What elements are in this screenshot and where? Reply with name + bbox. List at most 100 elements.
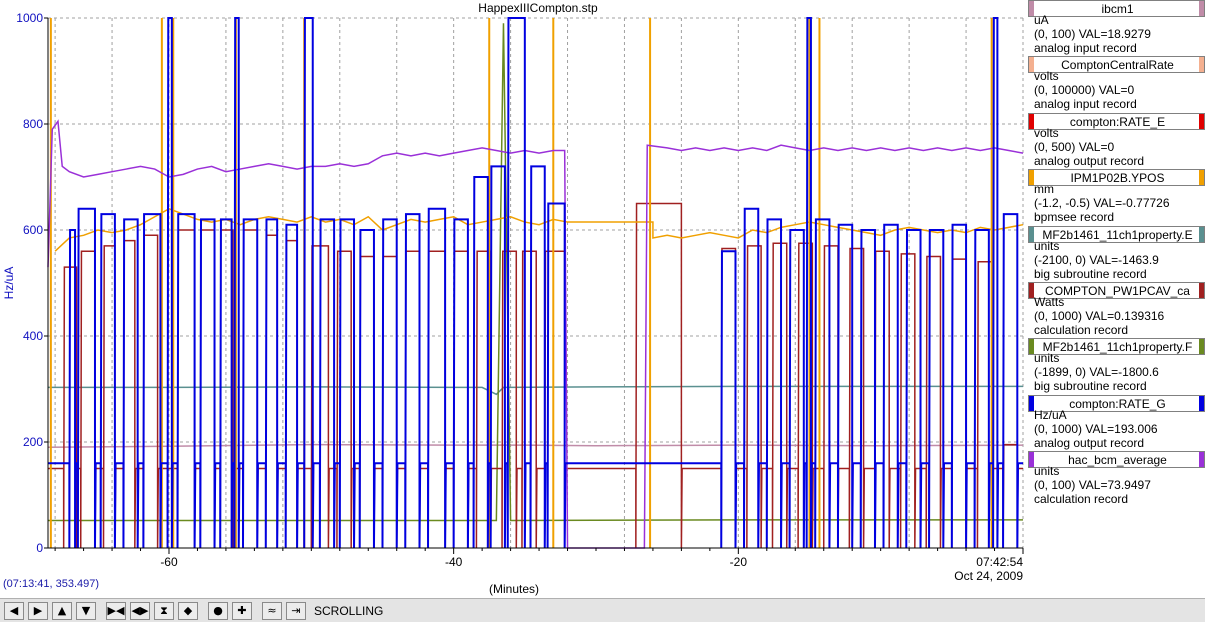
legend-record-type: analog output record (1034, 435, 1145, 450)
legend-series-name: COMPTON_PW1PCAV_ca (1045, 284, 1190, 298)
legend-swatch[interactable]: ComptonCentralRate (1028, 56, 1205, 74)
legend-color-bar (1029, 113, 1034, 129)
arrow-down-button[interactable]: ▼ (76, 602, 96, 620)
legend-units: volts (1034, 69, 1059, 84)
legend-entry[interactable]: IPM1P02B.YPOS mm (-1.2, -0.5) VAL=-0.77726… (1028, 169, 1205, 225)
zoom-out-vertical-button[interactable]: ◆ (178, 602, 198, 620)
legend-record-type: analog output record (1034, 153, 1145, 168)
legend-swatch[interactable]: hac_bcm_average (1028, 451, 1205, 469)
legend-range-value: (-1.2, -0.5) VAL=-0.77726 (1034, 196, 1170, 211)
legend-swatch[interactable]: compton:RATE_G (1028, 394, 1205, 412)
legend-units: units (1034, 351, 1060, 366)
arrow-up-icon: ▲ (57, 604, 67, 617)
zoom-out-horizontal-button[interactable]: ◀▶ (130, 602, 150, 620)
scroll-to-end-icon: ⇥ (291, 604, 301, 617)
series-compton-rate-g (48, 17, 1023, 549)
scroll-mode-status: SCROLLING (314, 604, 384, 618)
legend-range-value: (-2100, 0) VAL=-1463.9 (1034, 252, 1159, 267)
legend-units: units (1034, 238, 1060, 253)
autoscale-icon: ≈ (267, 604, 277, 617)
legend-range-value: (0, 100) VAL=18.9279 (1034, 27, 1151, 41)
arrow-down-icon: ▼ (81, 604, 91, 617)
legend-swatch[interactable]: MF2b1461_11ch1property.E (1028, 225, 1205, 243)
legend-record-type: calculation record (1034, 492, 1129, 507)
x-axis-end-time: 07:42:54 (976, 555, 1023, 569)
y-axis-label: Hz/uA (2, 267, 16, 300)
legend-color-bar (1199, 283, 1204, 298)
legend-color-bar (1199, 452, 1204, 468)
add-button[interactable]: ✚ (232, 602, 252, 620)
legend-color-bar (1199, 170, 1204, 186)
legend-color-bar (1029, 283, 1034, 298)
series-mf2b1461-11ch1property-e (48, 385, 1023, 396)
cursor-readout: (07:13:41, 353.497) (3, 578, 100, 590)
y-tick-label: 800 (23, 117, 43, 131)
legend-color-bar (1029, 339, 1034, 355)
legend-color-bar (1029, 1, 1034, 16)
y-tick-label: 200 (23, 435, 43, 449)
legend-range-value: (0, 100000) VAL=0 (1034, 83, 1135, 98)
legend-color-bar (1199, 339, 1204, 355)
legend-series-name: hac_bcm_average (1068, 453, 1167, 468)
legend-range-value: (0, 500) VAL=0 (1034, 139, 1115, 154)
arrow-left-icon: ◀ (9, 604, 19, 617)
legend-series-name: IPM1P02B.YPOS (1070, 171, 1165, 186)
x-tick-label: -40 (445, 555, 463, 569)
zoom-out-horizontal-icon: ◀▶ (131, 604, 149, 617)
legend-record-type: big subroutine record (1034, 379, 1147, 394)
zoom-in-horizontal-icon: ▶◀ (107, 604, 125, 617)
legend-swatch[interactable]: IPM1P02B.YPOS (1028, 169, 1205, 187)
record-button[interactable]: ● (208, 602, 228, 620)
y-tick-label: 1000 (16, 11, 43, 25)
legend-series-name: ibcm1 (1101, 2, 1134, 16)
x-axis-end-date: Oct 24, 2009 (954, 569, 1023, 583)
legend-series-name: compton:RATE_G (1069, 396, 1166, 411)
legend-units: uA (1034, 13, 1049, 27)
legend-record-type: big subroutine record (1034, 266, 1147, 281)
legend-color-bar (1029, 395, 1034, 411)
legend-swatch[interactable]: MF2b1461_11ch1property.F (1028, 338, 1205, 356)
legend-entry[interactable]: COMPTON_PW1PCAV_ca Watts (0, 1000) VAL=0.1… (1028, 282, 1205, 338)
legend-entry[interactable]: compton:RATE_G Hz/uA (0, 1000) VAL=193.006… (1028, 394, 1205, 451)
legend-color-bar (1199, 1, 1204, 16)
scroll-to-end-button[interactable]: ⇥ (286, 602, 306, 620)
legend-color-bar (1199, 57, 1204, 73)
arrow-up-button[interactable]: ▲ (52, 602, 72, 620)
legend-range-value: (0, 1000) VAL=0.139316 (1034, 309, 1165, 323)
legend-entry[interactable]: MF2b1461_11ch1property.F units (-1899, 0) … (1028, 338, 1205, 394)
zoom-in-vertical-icon: ⧗ (160, 604, 168, 617)
y-tick-label: 400 (23, 329, 43, 343)
arrow-left-button[interactable]: ◀ (4, 602, 24, 620)
legend-swatch[interactable]: ibcm1 (1028, 0, 1205, 17)
legend-range-value: (-1899, 0) VAL=-1800.6 (1034, 365, 1159, 380)
legend-entry[interactable]: MF2b1461_11ch1property.E units (-2100, 0) … (1028, 225, 1205, 282)
legend-entry[interactable]: hac_bcm_average units (0, 100) VAL=73.9497… (1028, 451, 1205, 507)
zoom-out-vertical-icon: ◆ (183, 604, 193, 617)
y-tick-label: 0 (36, 541, 43, 555)
chart-title: HappexIIICompton.stp (478, 1, 598, 15)
legend-range-value: (0, 1000) VAL=193.006 (1034, 421, 1158, 436)
legend-color-bar (1199, 395, 1204, 411)
legend-swatch[interactable]: compton:RATE_E (1028, 112, 1205, 130)
axes: 0 200 400 600 800 1000 -60 -40 -20 (16, 11, 1024, 569)
legend-color-bar (1199, 226, 1204, 242)
arrow-right-button[interactable]: ▶ (28, 602, 48, 620)
zoom-in-horizontal-button[interactable]: ▶◀ (106, 602, 126, 620)
legend-units: Hz/uA (1034, 407, 1067, 422)
legend-units: Watts (1034, 295, 1065, 309)
series-hac-bcm-average (47, 119, 1024, 549)
legend-color-bar (1199, 113, 1204, 129)
legend-series-name: MF2b1461_11ch1property.F (1042, 340, 1193, 355)
legend-color-bar (1029, 57, 1034, 73)
series-ipm1p02b-ypos (54, 207, 1024, 252)
legend-entry[interactable]: ComptonCentralRate volts (0, 100000) VAL=0… (1028, 56, 1205, 112)
legend-series-name: compton:RATE_E (1069, 114, 1166, 129)
autoscale-button[interactable]: ≈ (262, 602, 282, 620)
legend-range-value: (0, 100) VAL=73.9497 (1034, 478, 1151, 493)
legend-units: volts (1034, 125, 1059, 140)
strip-chart-plot[interactable]: 0 200 400 600 800 1000 -60 -40 -20 HappexIIIComp… (0, 0, 1028, 598)
legend-entry[interactable]: ibcm1 uA (0, 100) VAL=18.9279 analog input … (1028, 0, 1205, 56)
zoom-in-vertical-button[interactable]: ⧗ (154, 602, 174, 620)
legend-record-type: analog input record (1034, 41, 1137, 55)
